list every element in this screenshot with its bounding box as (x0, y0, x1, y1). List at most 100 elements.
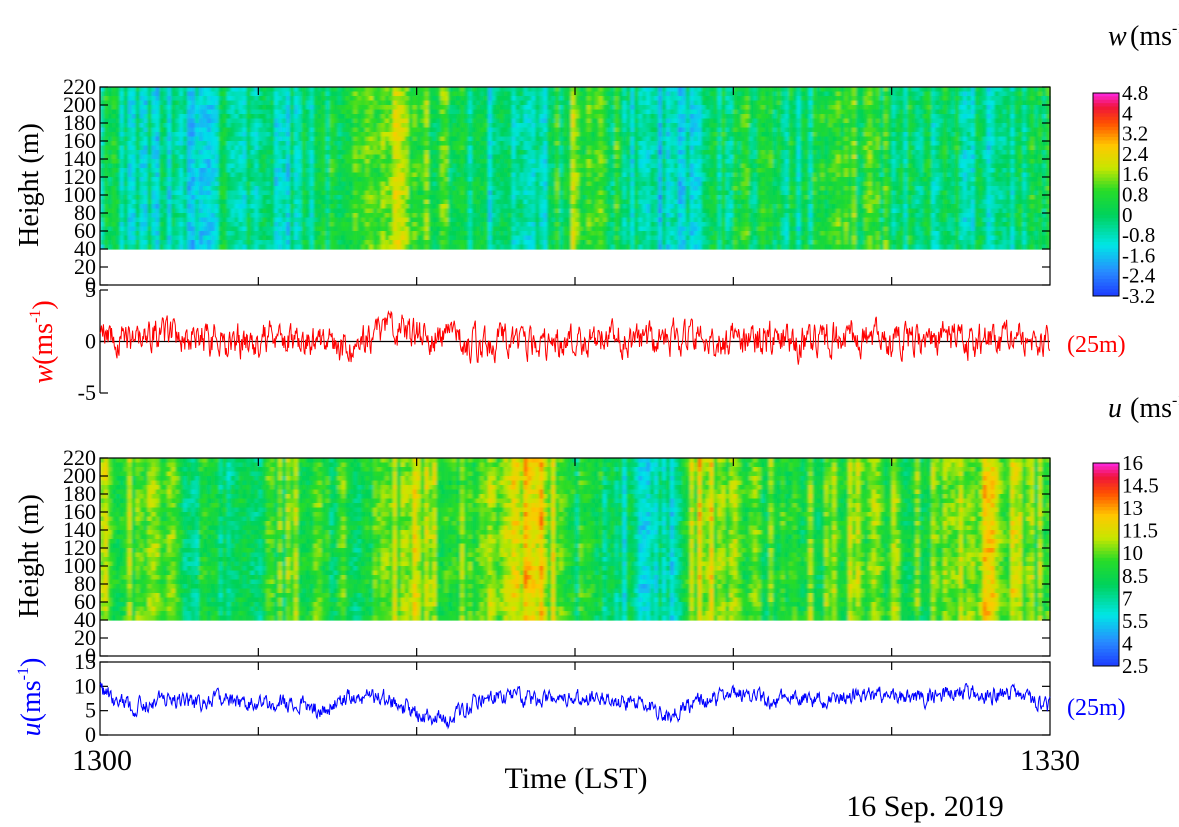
heatmap-cell (535, 172, 540, 178)
heatmap-cell (163, 240, 168, 246)
heatmap-cell (242, 132, 248, 138)
heatmap-cell (242, 91, 248, 97)
heatmap-cell (187, 109, 192, 115)
heatmap-cell (151, 127, 157, 133)
heatmap-cell (483, 100, 489, 106)
heatmap-cell (436, 181, 442, 187)
heatmap-cell (254, 136, 259, 142)
heatmap-cell (230, 118, 236, 124)
heatmap-cell (622, 235, 628, 241)
heatmap-cell (218, 186, 224, 192)
heatmap-cell (590, 195, 596, 201)
heatmap-cell (618, 222, 624, 228)
heatmap-cell (495, 105, 501, 111)
heatmap-cell (377, 163, 382, 169)
heatmap-cell (646, 118, 651, 124)
heatmap-cell (250, 190, 255, 196)
heatmap-cell (563, 168, 568, 174)
heatmap-cell (626, 204, 632, 210)
heatmap-cell (218, 226, 224, 232)
heatmap-cell (428, 199, 434, 205)
heatmap-cell (305, 163, 311, 169)
heatmap-cell (388, 244, 394, 250)
heatmap-cell (246, 199, 252, 205)
heatmap-cell (590, 118, 596, 124)
heatmap-cell (507, 226, 513, 232)
heatmap-cell (317, 141, 323, 147)
heatmap-cell (511, 208, 517, 214)
heatmap-cell (159, 186, 164, 192)
heatmap-cell (337, 204, 343, 210)
heatmap-cell (282, 100, 287, 106)
heatmap-cell (369, 141, 374, 147)
heatmap-cell (381, 244, 386, 250)
heatmap-cell (349, 123, 354, 129)
heatmap-cell (392, 141, 398, 147)
heatmap-cell (123, 204, 129, 210)
heatmap-cell (571, 208, 576, 214)
heatmap-cell (456, 240, 461, 246)
heatmap-cell (408, 141, 414, 147)
heatmap-cell (270, 244, 275, 250)
heatmap-cell (543, 244, 548, 250)
heatmap-cell (155, 199, 160, 205)
heatmap-cell (618, 109, 624, 115)
heatmap-cell (214, 114, 220, 120)
heatmap-cell (594, 217, 600, 223)
heatmap-cell (198, 141, 204, 147)
heatmap-cell (238, 96, 244, 102)
heatmap-cell (191, 226, 196, 232)
heatmap-cell (135, 163, 141, 169)
heatmap-cell (210, 127, 216, 133)
heatmap-cell (456, 163, 461, 169)
heatmap-cell (638, 91, 643, 97)
heatmap-cell (590, 208, 596, 214)
heatmap-cell (503, 127, 509, 133)
heatmap-cell (507, 100, 513, 106)
heatmap-cell (301, 172, 307, 178)
heatmap-cell (432, 231, 438, 237)
heatmap-cell (527, 199, 533, 205)
heatmap-cell (551, 217, 556, 223)
heatmap-cell (293, 132, 299, 138)
heatmap-cell (373, 244, 378, 250)
heatmap-cell (622, 87, 628, 93)
heatmap-cell (187, 123, 192, 129)
heatmap-cell (483, 213, 489, 219)
heatmap-cell (175, 127, 180, 133)
heatmap-cell (270, 136, 275, 142)
heatmap-cell (575, 109, 580, 115)
heatmap-cell (274, 168, 279, 174)
heatmap-cell (408, 231, 414, 237)
heatmap-cell (436, 87, 442, 93)
heatmap-cell (499, 109, 505, 115)
heatmap-cell (183, 123, 188, 129)
heatmap-cell (559, 114, 564, 120)
heatmap-cell (460, 87, 465, 93)
heatmap-cell (578, 235, 584, 241)
heatmap-cell (369, 154, 374, 160)
heatmap-cell (305, 204, 311, 210)
heatmap-cell (531, 163, 537, 169)
heatmap-cell (622, 132, 628, 138)
heatmap-cell (598, 96, 604, 102)
heatmap-cell (329, 136, 335, 142)
heatmap-cell (143, 96, 149, 102)
heatmap-cell (349, 127, 354, 133)
heatmap-cell (381, 177, 386, 183)
heatmap-cell (293, 213, 299, 219)
heatmap-cell (472, 87, 477, 93)
heatmap-cell (594, 87, 600, 93)
heatmap-cell (333, 136, 339, 142)
heatmap-cell (250, 136, 255, 142)
heatmap-cell (345, 127, 350, 133)
heatmap-cell (187, 136, 192, 142)
heatmap-cell (388, 105, 394, 111)
heatmap-cell (535, 105, 540, 111)
heatmap-cell (464, 181, 469, 187)
heatmap-cell (582, 105, 588, 111)
heatmap-cell (183, 213, 188, 219)
heatmap-cell (416, 208, 422, 214)
heatmap-cell (119, 141, 125, 147)
heatmap-cell (515, 168, 521, 174)
